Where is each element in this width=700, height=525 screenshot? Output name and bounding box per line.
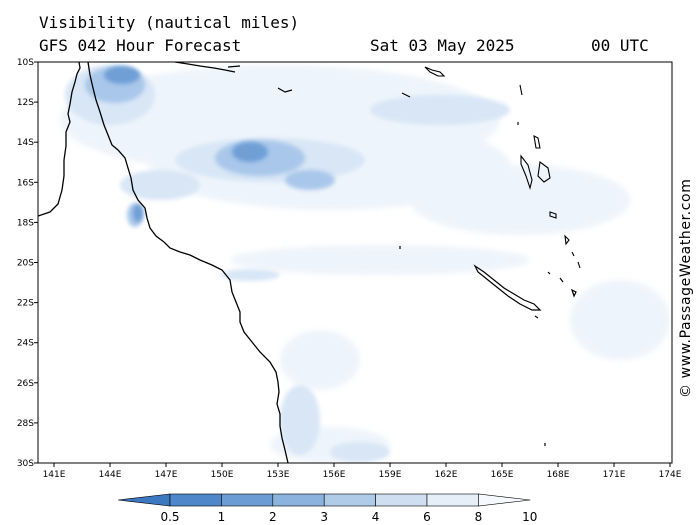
lon-tick-label: 153E [267,470,290,480]
colorbar-segment [323,493,376,507]
lat-tick-label: 10S [17,58,34,68]
lon-tick-label: 159E [379,470,402,480]
vanuatu-islands [520,135,581,269]
lon-tick-label: 165E [491,470,514,480]
lat-tick-label: 12S [17,98,34,108]
png-coastline [174,62,293,93]
colorbar-label: 1 [218,510,226,524]
lat-tick-label: 16S [17,178,34,188]
lat-tick-label: 30S [17,459,34,469]
colorbar-label: 0.5 [160,510,179,524]
lat-tick-label: 20S [17,259,34,269]
lat-tick-label: 22S [17,299,34,309]
colorbar-segment [426,493,479,507]
lon-tick-label: 174E [659,470,682,480]
lon-tick-label: 147E [155,470,178,480]
lat-tick-label: 26S [17,379,34,389]
new-caledonia [473,264,577,319]
colorbar-label: 10 [522,510,537,524]
solomon-islands [401,66,523,125]
lon-tick-label: 141E [43,470,66,480]
forecast-time: 00 UTC [591,36,649,55]
colorbar-segment [169,493,222,507]
lat-tick-label: 18S [17,218,34,228]
lat-tick-label: 28S [17,419,34,429]
map-title: Visibility (nautical miles) [39,13,300,32]
colorbar-label: 6 [423,510,431,524]
colorbar-arrow-right [478,493,531,507]
colorbar-label: 3 [320,510,328,524]
colorbar-arrow-left [117,493,171,507]
colorbar-segment [272,493,325,507]
lon-tick-label: 144E [99,470,122,480]
visibility-field [38,62,670,463]
lon-tick-label: 156E [323,470,346,480]
latitude-axis: 10S 12S 14S 16S 18S 20S 22S 24S 26S 28S 30S [17,58,38,469]
lat-tick-label: 24S [17,339,34,349]
colorbar-segment [375,493,428,507]
lon-tick-label: 168E [547,470,570,480]
lat-tick-label: 14S [17,138,34,148]
forecast-subtitle: GFS 042 Hour Forecast [39,36,242,55]
colorbar-segment [221,493,274,507]
visibility-colorbar: 0.5 1 2 3 4 6 8 10 [117,493,537,524]
colorbar-label: 8 [475,510,483,524]
colorbar-label: 2 [269,510,277,524]
lon-tick-label: 162E [435,470,458,480]
forecast-date: Sat 03 May 2025 [370,36,515,55]
lon-tick-label: 171E [603,470,626,480]
lon-tick-label: 150E [211,470,234,480]
colorbar-label: 4 [372,510,380,524]
longitude-axis: 141E 144E 147E 150E 153E 156E 159E 162E 165E 168E… [43,463,682,480]
australia-coastline [38,62,289,463]
copyright-text: © www.PassageWeather.com [678,178,694,398]
